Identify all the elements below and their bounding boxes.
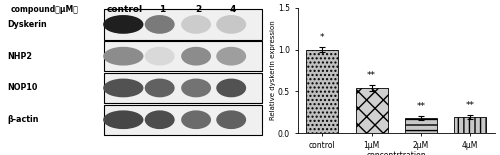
Ellipse shape [216,15,246,34]
X-axis label: concentrtration: concentrtration [366,151,426,155]
Bar [306,50,338,133]
Y-axis label: Relative dyskerin expression: Relative dyskerin expression [270,21,276,120]
Text: NHP2: NHP2 [8,52,32,61]
Bar [356,88,388,133]
Ellipse shape [145,79,174,97]
Bar [104,41,262,71]
Ellipse shape [181,79,211,97]
Bar [104,73,262,103]
Ellipse shape [216,79,246,97]
Bar [454,117,486,133]
Text: **: ** [416,102,426,111]
Bar [104,105,262,135]
Ellipse shape [103,110,144,129]
Ellipse shape [103,47,144,66]
Text: 1: 1 [159,5,166,14]
Text: 2: 2 [196,5,202,14]
Ellipse shape [181,15,211,34]
Ellipse shape [181,47,211,66]
Ellipse shape [216,110,246,129]
Text: NOP10: NOP10 [8,83,38,93]
Text: 4: 4 [230,5,235,14]
Bar [405,118,437,133]
Ellipse shape [103,79,144,97]
Ellipse shape [181,110,211,129]
Text: compound（μM）: compound（μM） [10,5,78,14]
Ellipse shape [145,15,174,34]
Text: *: * [320,33,324,42]
Text: **: ** [367,71,376,80]
Text: **: ** [466,101,474,110]
Ellipse shape [103,15,144,34]
Text: β-actin: β-actin [8,115,39,124]
Ellipse shape [145,47,174,66]
Ellipse shape [145,110,174,129]
Text: Dyskerin: Dyskerin [8,20,48,29]
Text: control: control [106,5,142,14]
Bar [104,9,262,40]
Ellipse shape [216,47,246,66]
